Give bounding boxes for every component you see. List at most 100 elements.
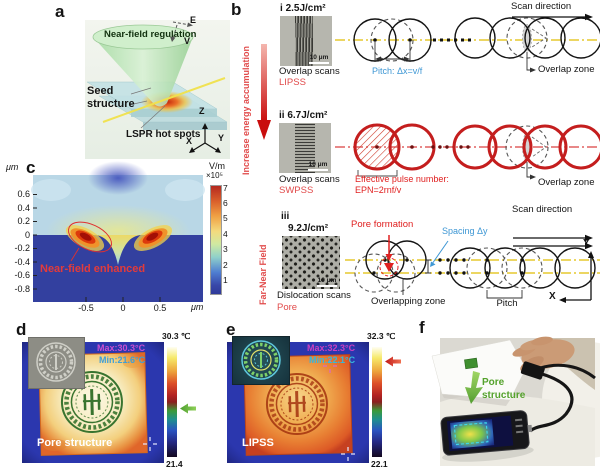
pore-structure-caption: Pore structure	[37, 437, 113, 449]
annotation-outline	[67, 221, 113, 253]
paper-sheet	[431, 339, 527, 401]
near-field-enhanced-label: Near-field enhanced	[40, 263, 146, 275]
row-iii-fluence: 9.2J/cm²	[288, 223, 329, 234]
row-ii-caption: Overlap scans	[279, 174, 340, 185]
pore-formation-label: Pore formation	[351, 219, 414, 230]
v-label: V	[184, 36, 191, 46]
axis-z-label: Z	[199, 106, 205, 116]
field-simulation-map	[31, 161, 205, 302]
scan-direction-i-label: Scan direction	[511, 1, 572, 12]
y-tick: 0.4	[17, 203, 30, 213]
panel-e-label: e	[226, 320, 236, 339]
panel-a-illustration	[85, 20, 230, 159]
red-pointer-arrow	[385, 356, 401, 367]
green-pointer-arrow	[180, 403, 196, 414]
cb-tick: 2	[223, 260, 228, 270]
colorbar-min-e: 22.1	[371, 459, 388, 469]
scalebar-ii: 10 μm	[308, 161, 328, 171]
axis-y-label: Y	[218, 133, 225, 143]
epn-label: Effective pulse number:	[355, 174, 449, 184]
seed-structure-label: Seed structure	[87, 85, 135, 110]
pulse-dots-red	[431, 145, 470, 149]
pore-arrow	[465, 371, 483, 404]
colorbar-min-d: 21.4	[166, 459, 183, 469]
xy-axes	[565, 257, 592, 301]
spacing-label: Spacing Δy	[442, 226, 488, 236]
y-axis-unit: μm	[6, 162, 19, 172]
pitch-measure	[374, 42, 411, 62]
hot-spot-left	[65, 225, 105, 251]
energy-accumulation-label: Increase energy accumulation	[241, 45, 251, 175]
cb-tick: 4	[223, 229, 228, 239]
field-colorbar	[210, 185, 222, 295]
panel-d-label: d	[16, 320, 27, 339]
xyz-axes	[189, 123, 221, 153]
min-temp-d: Min:21.6°C	[99, 355, 146, 365]
colorbar-unit: V/m	[209, 161, 226, 171]
y-tick: -0.8	[14, 284, 30, 294]
overlapping-zone-label: Overlapping zone	[371, 296, 446, 307]
cb-tick: 7	[223, 183, 228, 193]
scalebar-iii: 10 μm	[317, 277, 337, 287]
cb-tick: 3	[223, 244, 228, 254]
laser-cone	[92, 24, 194, 107]
crosshair-icon	[143, 437, 157, 451]
sem-image-pore: 10 μm	[282, 236, 340, 289]
cb-tick: 6	[223, 198, 228, 208]
row-iii-structure-type: Pore	[277, 302, 298, 313]
panel-b-label: b	[231, 0, 242, 19]
row-iii-caption: Dislocation scans	[277, 290, 351, 301]
x-tick: 0	[120, 303, 126, 313]
y-tick: -0.4	[14, 257, 30, 267]
overlap-zone-ii-label: Overlap zone	[538, 177, 595, 188]
min-temp-e: Min:22.1°C	[309, 355, 356, 365]
usb-dongle	[520, 361, 545, 380]
axis-ticks	[33, 194, 161, 302]
smartphone	[440, 410, 534, 462]
row-i-fluence: i 2.5J/cm²	[280, 3, 326, 14]
colorbar-max-d: 30.3 ℃	[162, 331, 191, 341]
axis-y-iii-label: Y	[583, 238, 590, 249]
row-ii-fluence: ii 6.7J/cm²	[279, 110, 328, 121]
y-tick: 0.6	[17, 189, 30, 199]
colorbar-scale: ×10⁵	[206, 171, 223, 180]
pitch-formula-label: Pitch: Δx=v/f	[372, 66, 423, 76]
phone-thermal-view	[450, 419, 495, 449]
far-near-field-label: Far-Near Field	[258, 244, 268, 306]
photo-inset-lipss	[232, 336, 290, 385]
max-temp-d: Max:30.3°C	[97, 343, 146, 353]
epn-formula: EPN=2rnf/v	[355, 185, 402, 195]
sem-inset-pore	[28, 337, 85, 389]
max-temp-e: Max:32.3°C	[307, 343, 356, 353]
pore-structure-f-label-1: Pore	[482, 377, 505, 388]
cb-tick: 1	[223, 275, 228, 285]
y-tick: -0.6	[14, 270, 30, 280]
pulse-diagram-i	[335, 13, 600, 73]
y-tick: -0.2	[14, 243, 30, 253]
ev-arrows	[170, 21, 193, 42]
crosshair-icon	[323, 359, 337, 373]
near-field-regulation-label: Near-field regulation	[104, 29, 197, 40]
row-i-caption: Overlap scans	[279, 66, 340, 77]
sem-image-lipss: 10 μm	[280, 16, 332, 66]
pulse-diagram-ii	[335, 123, 600, 180]
row-iii-index: iii	[281, 211, 290, 222]
demo-photo	[431, 336, 600, 466]
spacing-bracket	[425, 259, 431, 274]
pitch-label: Pitch	[496, 298, 518, 309]
colorbar-max-e: 32.3 ℃	[367, 331, 396, 341]
pore-structure-f-label-2: structure	[482, 390, 526, 401]
hot-spot-right	[133, 225, 173, 251]
row-ii-structure-type: SWPSS	[279, 185, 314, 196]
x-tick: -0.5	[78, 303, 94, 313]
energy-accumulation-arrow	[257, 44, 271, 140]
crosshair-icon	[341, 447, 355, 461]
x-tick: 0.5	[153, 303, 167, 313]
pore-mark	[384, 263, 394, 272]
y-tick: 0	[24, 230, 30, 240]
sem-image-swpss: 10 μm	[279, 123, 331, 173]
scan-direction-iii-label: Scan direction	[512, 204, 573, 215]
panel-a-label: a	[55, 2, 65, 21]
lipss-caption: LIPSS	[242, 437, 274, 449]
overlap-zone-i-label: Overlap zone	[538, 64, 595, 75]
